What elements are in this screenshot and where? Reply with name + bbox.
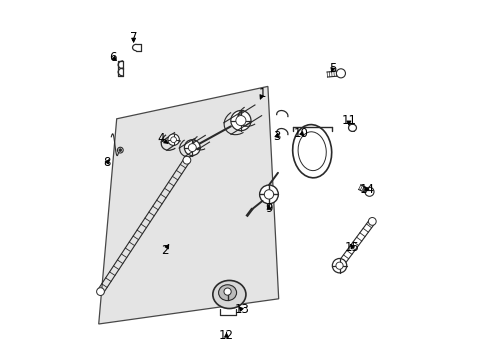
Circle shape xyxy=(97,288,104,296)
Text: 4: 4 xyxy=(157,132,168,145)
Circle shape xyxy=(264,190,273,199)
Circle shape xyxy=(367,217,375,225)
Text: 2: 2 xyxy=(161,244,169,257)
Text: 14: 14 xyxy=(359,183,374,196)
Circle shape xyxy=(230,111,250,131)
Text: 10: 10 xyxy=(293,127,308,140)
Circle shape xyxy=(183,156,190,164)
Circle shape xyxy=(332,258,346,273)
Circle shape xyxy=(336,69,345,78)
Circle shape xyxy=(335,262,343,269)
Text: 1: 1 xyxy=(258,87,265,100)
Text: 11: 11 xyxy=(341,114,356,127)
Text: 7: 7 xyxy=(130,31,137,44)
Circle shape xyxy=(188,144,196,152)
Ellipse shape xyxy=(218,285,236,301)
Circle shape xyxy=(335,262,343,270)
Circle shape xyxy=(235,116,245,126)
Circle shape xyxy=(117,147,123,153)
Text: 8: 8 xyxy=(103,156,110,169)
Circle shape xyxy=(259,185,278,204)
Circle shape xyxy=(364,187,373,196)
Text: 15: 15 xyxy=(345,241,359,254)
Circle shape xyxy=(167,134,179,145)
Polygon shape xyxy=(99,86,278,324)
Ellipse shape xyxy=(212,280,245,309)
Circle shape xyxy=(224,288,231,295)
Text: 12: 12 xyxy=(219,329,234,342)
Text: 6: 6 xyxy=(109,51,117,64)
Text: 13: 13 xyxy=(234,303,248,316)
Text: 3: 3 xyxy=(273,130,280,143)
Text: 5: 5 xyxy=(328,62,336,75)
Circle shape xyxy=(170,137,176,143)
Ellipse shape xyxy=(292,125,331,178)
Text: 9: 9 xyxy=(264,202,272,215)
Circle shape xyxy=(119,149,122,152)
Circle shape xyxy=(184,140,200,156)
